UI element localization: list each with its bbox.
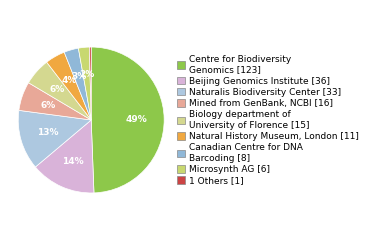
Legend: Centre for Biodiversity
Genomics [123], Beijing Genomics Institute [36], Natural: Centre for Biodiversity Genomics [123], … xyxy=(177,55,359,185)
Wedge shape xyxy=(89,47,91,120)
Text: 14%: 14% xyxy=(62,157,84,166)
Wedge shape xyxy=(19,83,91,120)
Text: 2%: 2% xyxy=(79,71,94,79)
Text: 4%: 4% xyxy=(61,76,76,85)
Wedge shape xyxy=(47,52,91,120)
Text: 3%: 3% xyxy=(71,72,86,81)
Wedge shape xyxy=(28,62,91,120)
Wedge shape xyxy=(91,47,164,193)
Text: 49%: 49% xyxy=(125,115,147,124)
Text: 13%: 13% xyxy=(37,128,59,137)
Wedge shape xyxy=(18,110,91,167)
Wedge shape xyxy=(64,48,91,120)
Text: 6%: 6% xyxy=(41,101,56,110)
Wedge shape xyxy=(35,120,94,193)
Wedge shape xyxy=(78,47,91,120)
Text: 6%: 6% xyxy=(50,85,65,95)
